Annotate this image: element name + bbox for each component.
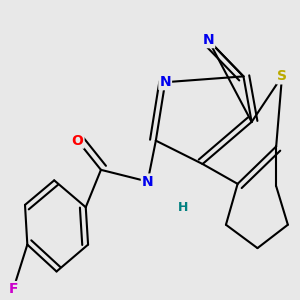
Text: O: O bbox=[72, 134, 83, 148]
Text: N: N bbox=[202, 33, 214, 47]
Text: N: N bbox=[142, 175, 154, 188]
Text: N: N bbox=[159, 75, 171, 89]
Text: F: F bbox=[9, 282, 18, 296]
Text: H: H bbox=[178, 201, 188, 214]
Text: S: S bbox=[277, 69, 287, 83]
